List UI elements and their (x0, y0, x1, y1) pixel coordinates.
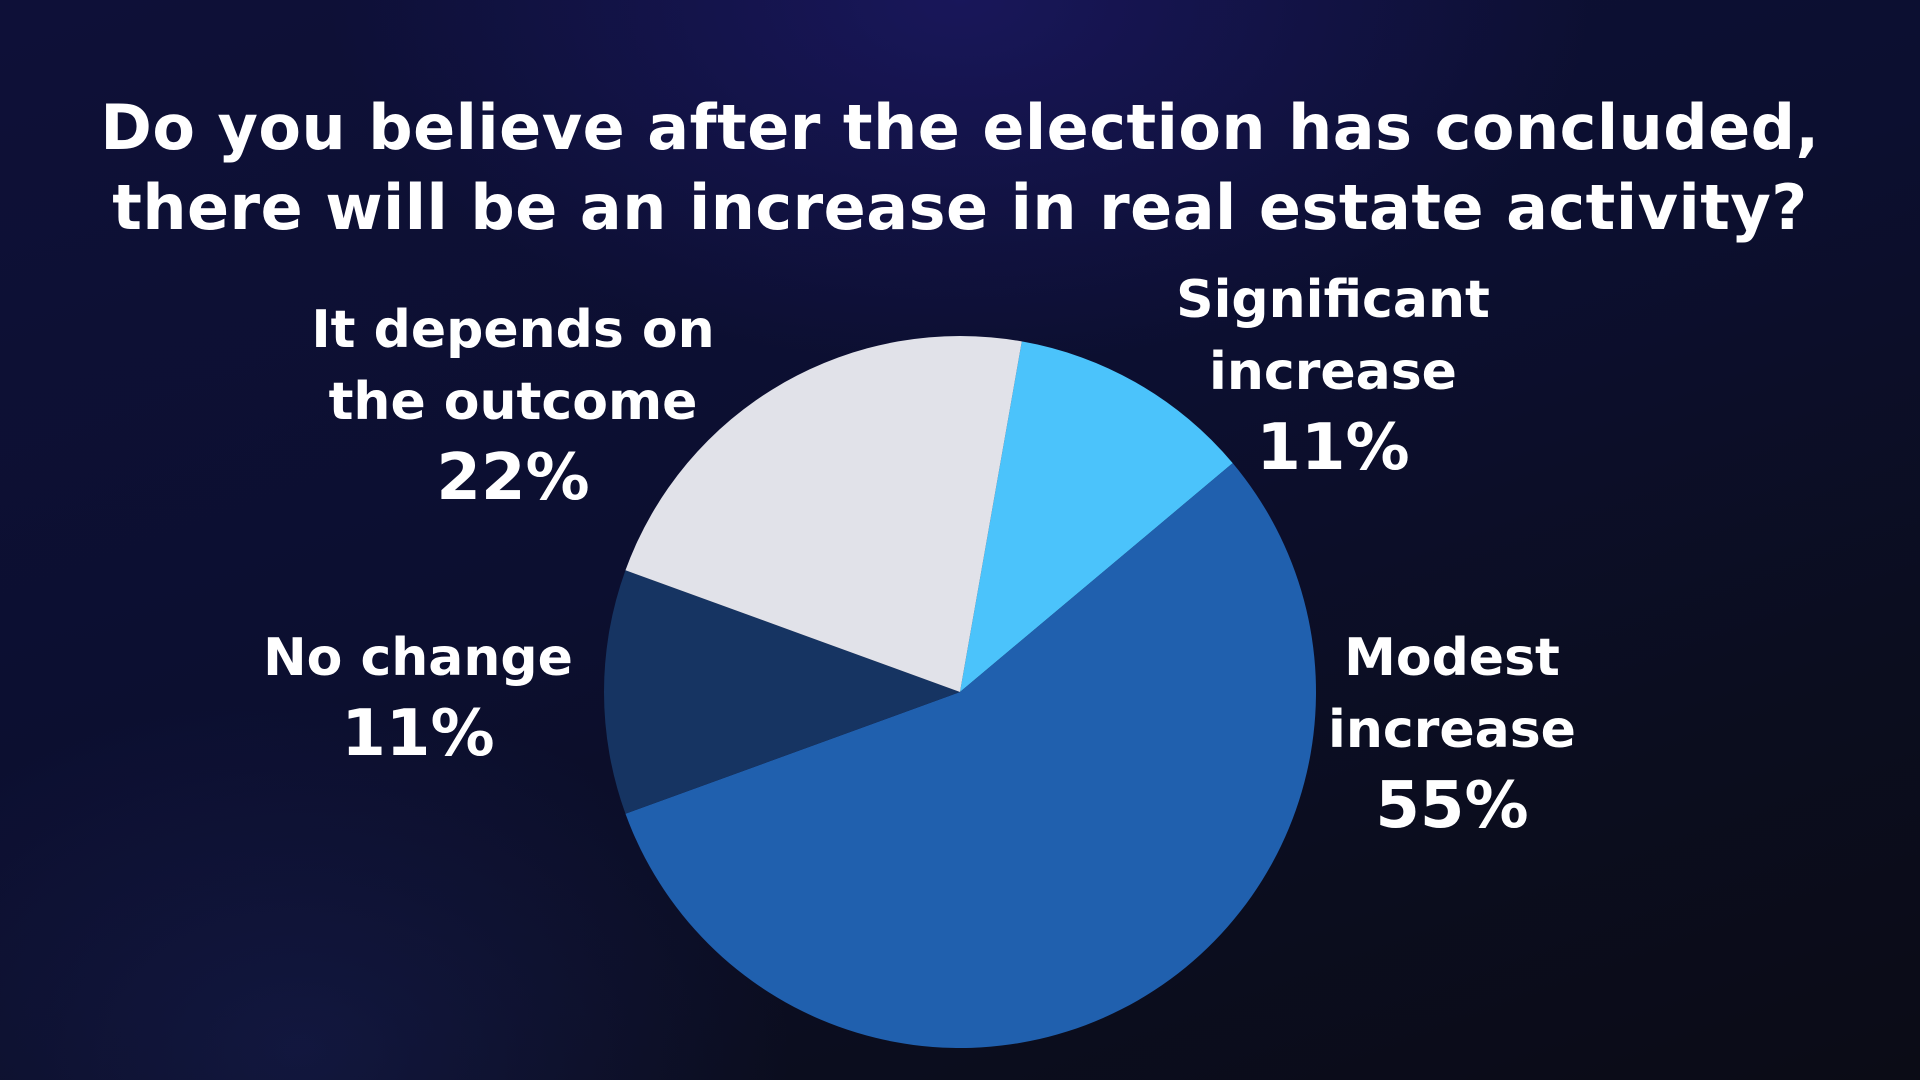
slice-name-line: increase (1328, 700, 1576, 760)
label-significant-increase: Significant increase 11% (1176, 264, 1490, 488)
slice-it-depends (625, 336, 1022, 692)
label-no-change: No change 11% (263, 622, 573, 774)
slice-percentage: 22% (436, 441, 590, 515)
slice-name-line: Significant (1176, 270, 1490, 330)
slice-percentage: 11% (1256, 411, 1410, 485)
slice-significant-increase (960, 341, 1233, 692)
pie-slices (604, 336, 1317, 1049)
title-line-2: there will be an increase in real estate… (112, 171, 1808, 244)
chart-title: Do you believe after the election has co… (0, 88, 1920, 248)
slice-name-line: Modest (1344, 628, 1560, 688)
slice-percentage: 11% (341, 697, 495, 771)
slice-name-line: the outcome (328, 372, 698, 432)
label-it-depends: It depends on the outcome 22% (311, 294, 714, 518)
slice-name-line: No change (263, 628, 573, 688)
slice-no-change (604, 570, 960, 814)
slice-percentage: 55% (1375, 769, 1529, 843)
slice-name-line: It depends on (311, 300, 715, 360)
slice-name-line: increase (1209, 342, 1457, 402)
label-modest-increase: Modest increase 55% (1328, 622, 1576, 846)
slice-modest-increase (625, 463, 1317, 1049)
title-line-1: Do you believe after the election has co… (100, 91, 1820, 164)
